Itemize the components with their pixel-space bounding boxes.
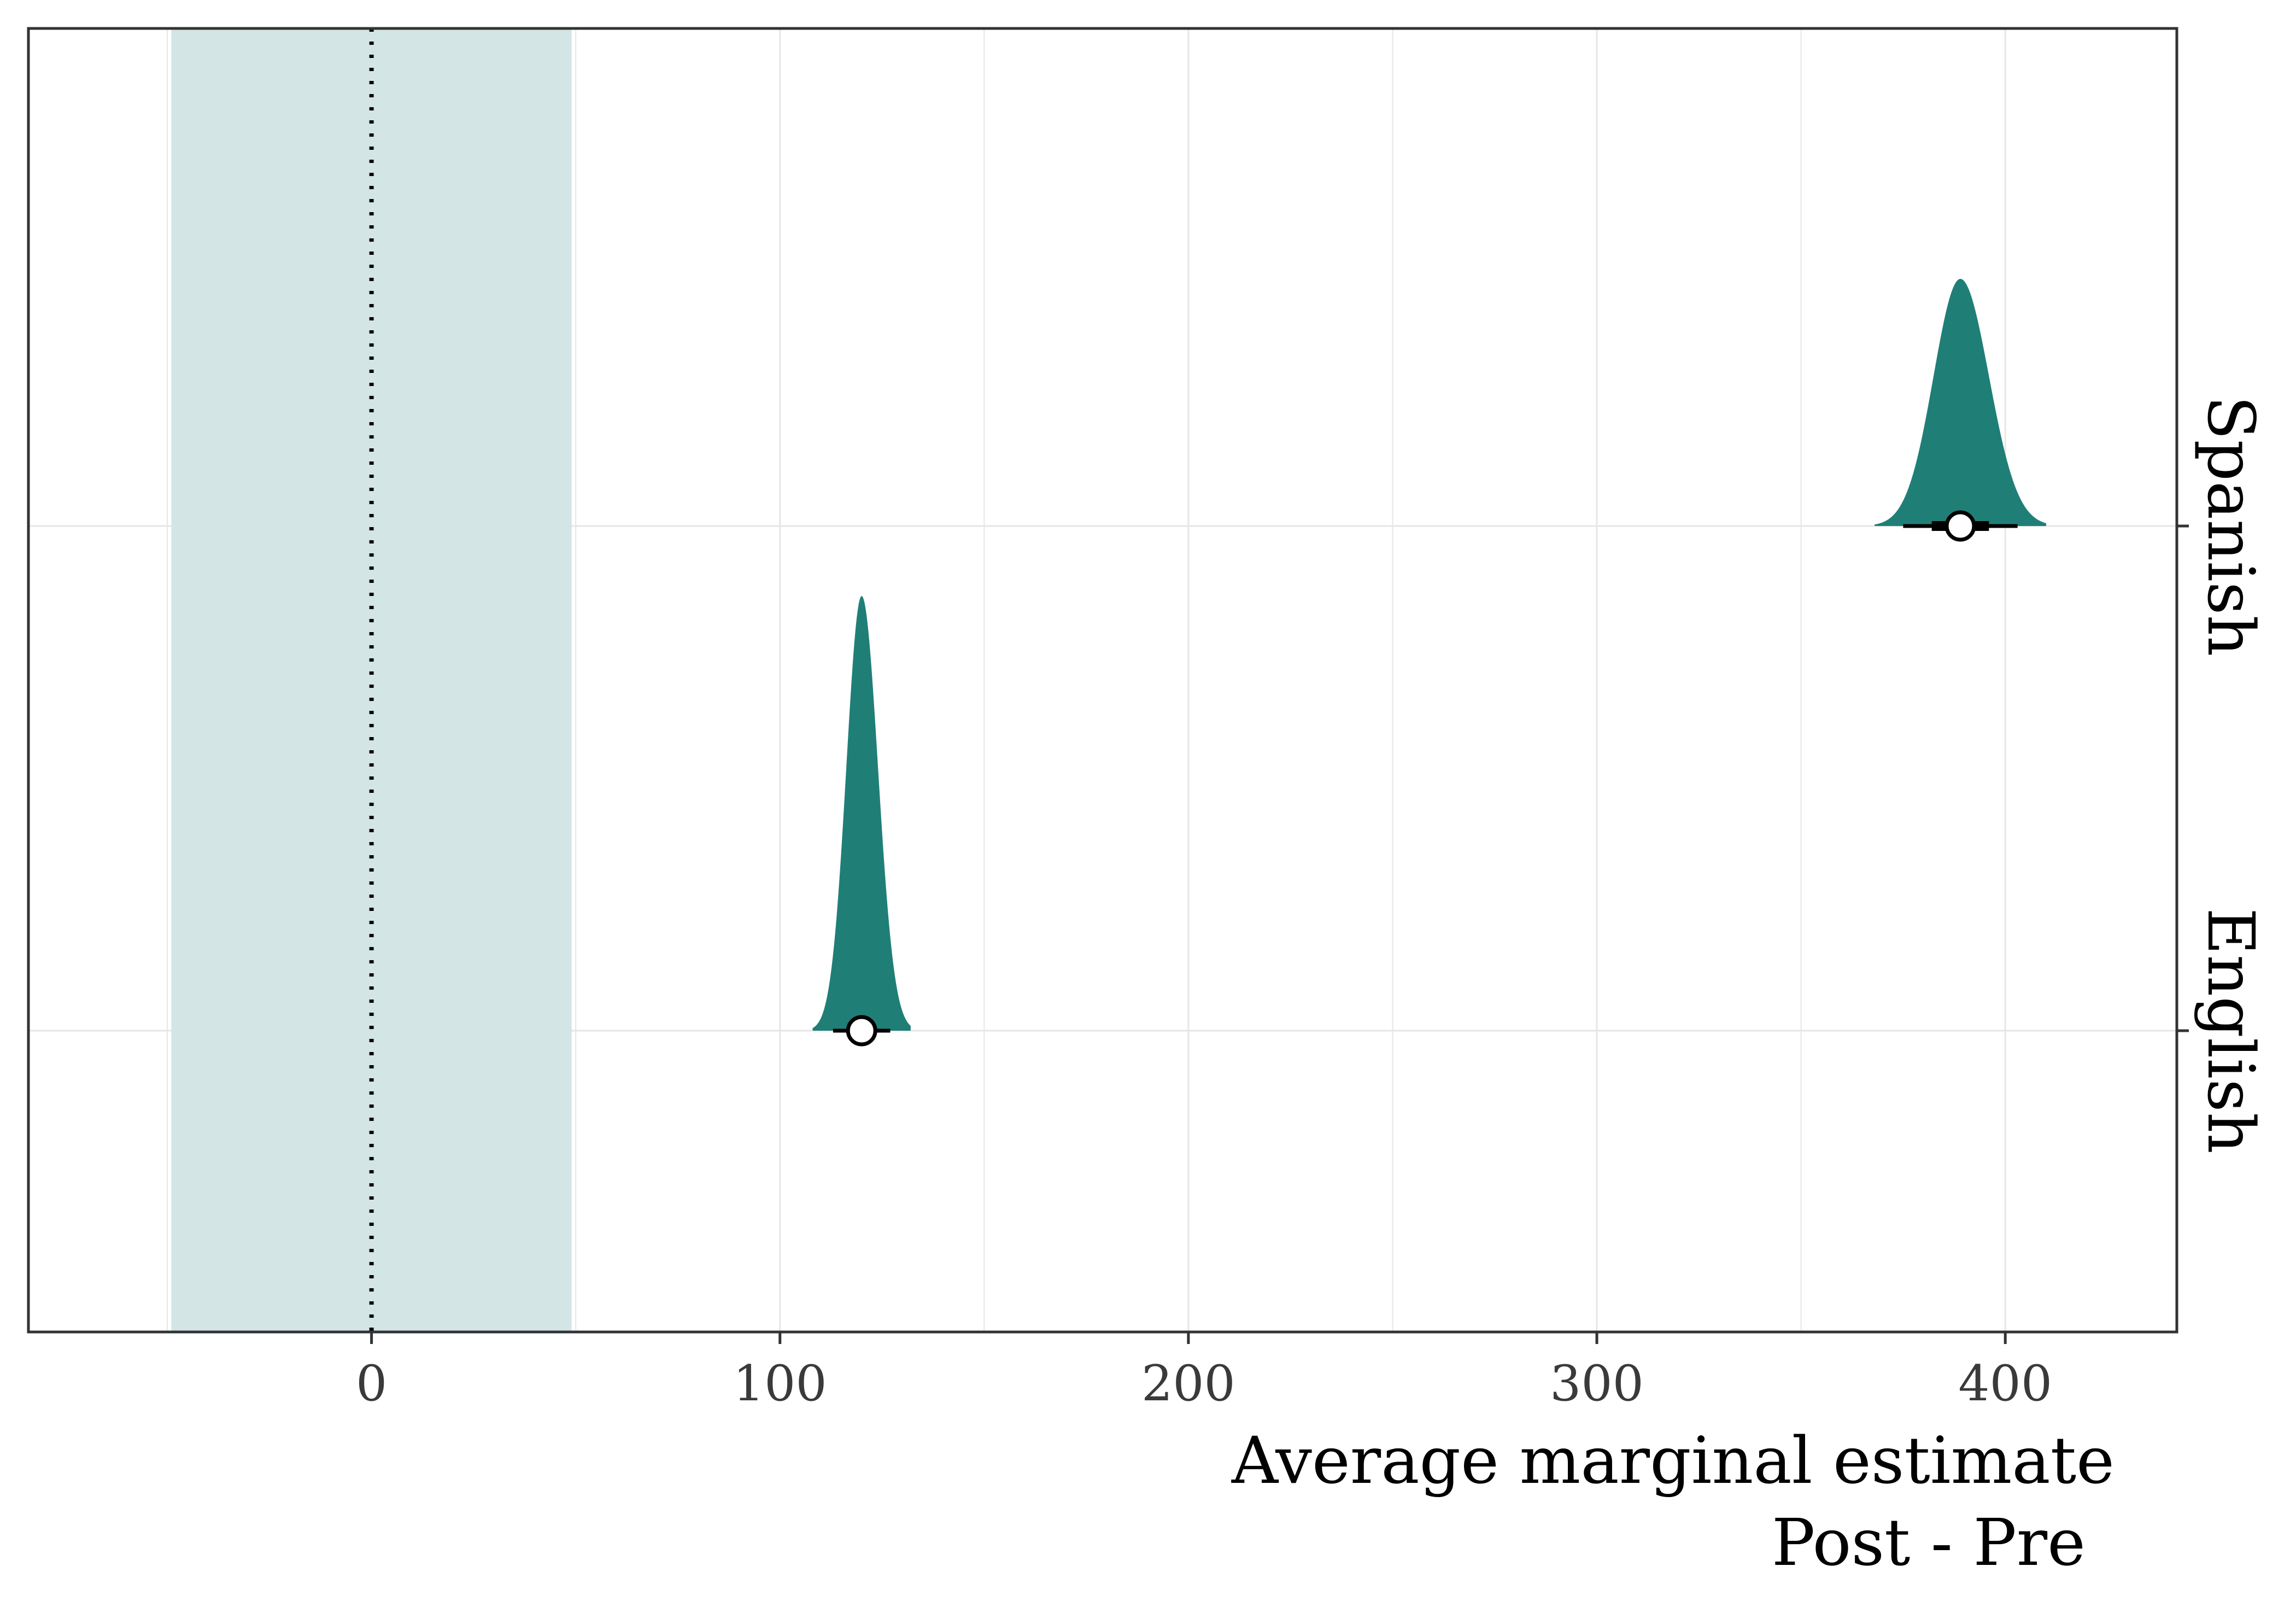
rope-band bbox=[171, 28, 572, 1332]
x-tick-label: 200 bbox=[1141, 1355, 1235, 1412]
x-axis-title: Average marginal estimate bbox=[1231, 1423, 2115, 1498]
point-estimate-spanish bbox=[1944, 510, 1976, 542]
y-axis-ticks: Spanish English bbox=[2177, 395, 2269, 1154]
y-tick-label-english: English bbox=[2193, 908, 2269, 1154]
plot-frame bbox=[27, 27, 2178, 1334]
y-tick-label-spanish: Spanish bbox=[2193, 395, 2269, 656]
x-tick-label: 0 bbox=[356, 1355, 387, 1412]
density-english bbox=[812, 596, 911, 1031]
x-tick-label: 300 bbox=[1550, 1355, 1644, 1412]
x-tick-label: 400 bbox=[1958, 1355, 2052, 1412]
x-axis-ticks: 0 100 200 300 400 bbox=[356, 1332, 2052, 1412]
x-axis-subtitle: Post - Pre bbox=[1772, 1505, 2086, 1580]
distributions bbox=[812, 279, 2046, 1047]
density-spanish bbox=[1875, 279, 2046, 526]
x-tick-label: 100 bbox=[733, 1355, 827, 1412]
point-estimate-english bbox=[846, 1015, 877, 1047]
